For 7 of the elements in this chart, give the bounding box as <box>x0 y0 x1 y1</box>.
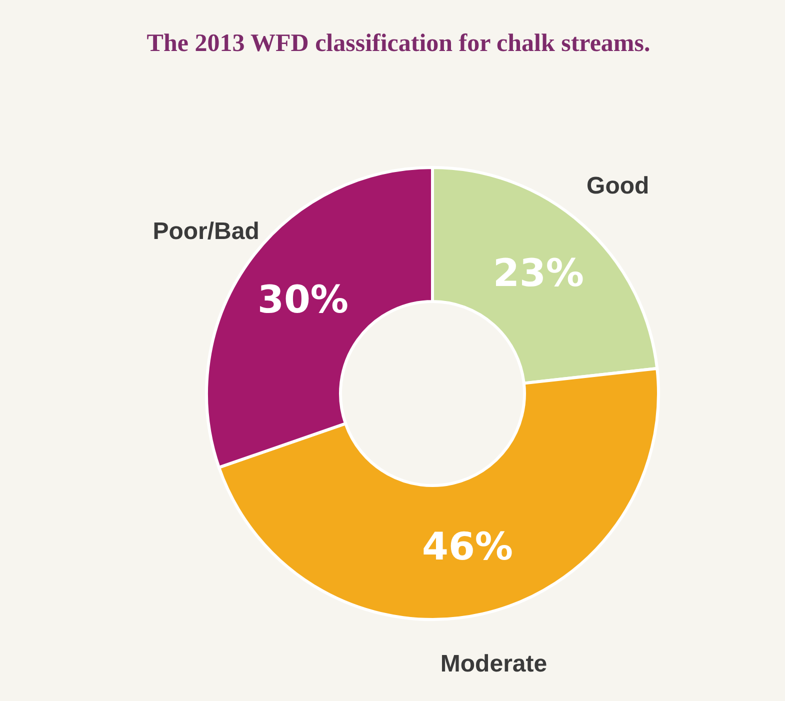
slice-label: Poor/Bad <box>152 218 260 246</box>
slice-label: Good <box>586 172 650 200</box>
chart-title: The 2013 WFD classification for chalk streams. <box>146 30 650 57</box>
data-label: 23% <box>493 251 584 296</box>
data-label: 46% <box>422 524 514 569</box>
slice-label: Moderate <box>440 650 548 678</box>
data-label: 30% <box>258 277 348 322</box>
